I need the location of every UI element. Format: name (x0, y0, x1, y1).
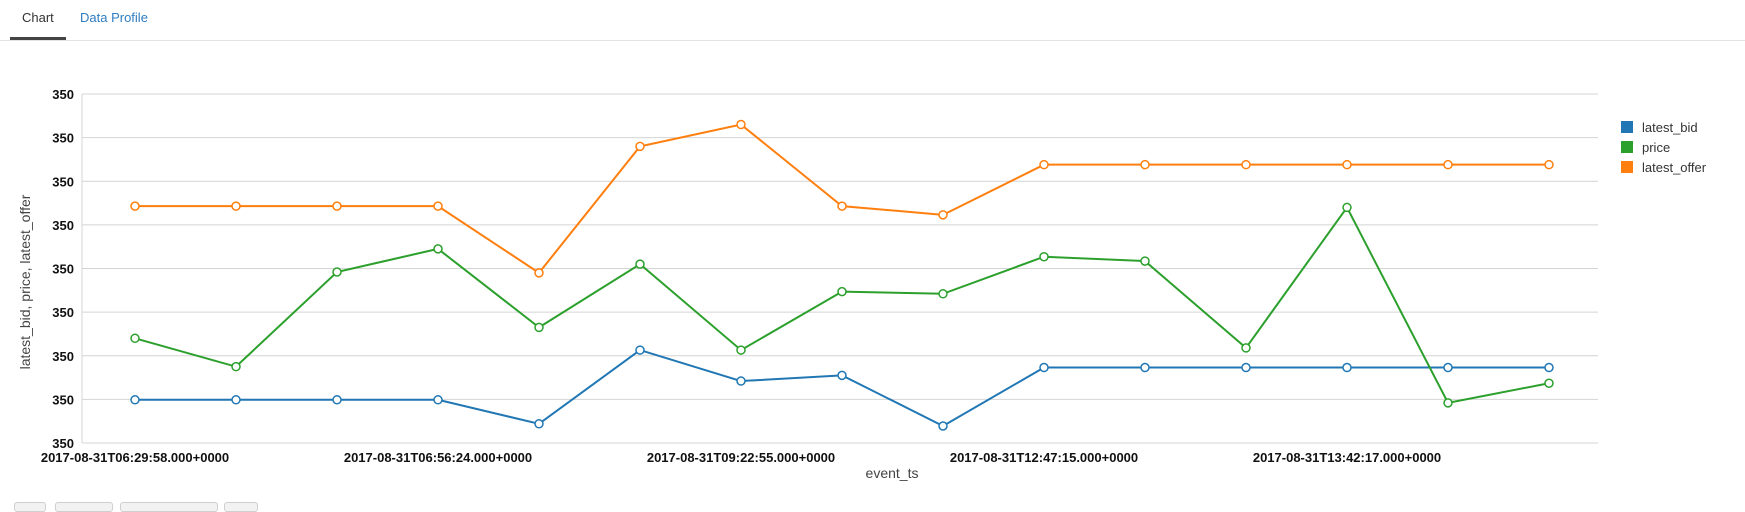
legend-swatch-price (1621, 141, 1633, 153)
data-point-price (1443, 398, 1453, 408)
tab-bar: Chart Data Profile (0, 0, 1745, 41)
x-axis-title: event_ts (866, 465, 919, 481)
y-tick-label: 350 (52, 87, 74, 102)
data-point-latest_offer (534, 268, 544, 278)
footer-control-1[interactable] (14, 502, 46, 512)
legend-label-latest_offer: latest_offer (1642, 160, 1707, 175)
data-point-latest_offer (938, 210, 948, 220)
series-points (130, 119, 1554, 431)
data-point-latest_offer (1443, 159, 1453, 170)
data-point-latest_bid (736, 376, 746, 386)
data-point-latest_bid (938, 421, 948, 431)
data-point-latest_bid (231, 395, 241, 405)
data-point-price (433, 244, 443, 254)
data-point-latest_offer (736, 119, 746, 130)
data-point-latest_offer (1039, 159, 1049, 170)
x-tick-label: 2017-08-31T12:47:15.000+0000 (950, 450, 1138, 465)
data-point-latest_offer (433, 201, 443, 211)
data-point-latest_bid (1140, 362, 1150, 373)
data-point-price (837, 286, 847, 297)
data-point-price (1241, 343, 1251, 353)
y-tick-label: 350 (52, 218, 74, 233)
tab-chart[interactable]: Chart (22, 10, 54, 25)
y-tick-label: 350 (52, 174, 74, 189)
series-line-latest_bid (135, 348, 1549, 428)
data-point-latest_offer (1342, 159, 1352, 170)
legend-swatch-latest_offer (1621, 161, 1633, 173)
data-point-latest_offer (130, 201, 140, 211)
legend-label-price: price (1642, 140, 1670, 155)
y-tick-label: 350 (52, 349, 74, 364)
data-point-latest_bid (1443, 362, 1453, 373)
data-point-latest_bid (1241, 362, 1251, 373)
data-point-price (1140, 256, 1150, 266)
active-tab-indicator (10, 37, 66, 40)
y-tick-label: 350 (52, 131, 74, 146)
data-point-latest_bid (1544, 362, 1554, 373)
data-point-price (1342, 202, 1352, 213)
series-line-latest_offer (135, 123, 1549, 275)
y-axis-title: latest_bid, price, latest_offer (17, 194, 33, 369)
y-tick-label: 350 (52, 392, 74, 407)
tab-data-profile[interactable]: Data Profile (80, 10, 148, 25)
x-axis-ticks: 2017-08-31T06:29:58.000+0000 2017-08-31T0… (41, 450, 1441, 465)
data-point-latest_bid (837, 370, 847, 381)
data-point-latest_offer (1140, 159, 1150, 170)
data-point-latest_offer (837, 201, 847, 211)
data-point-latest_bid (130, 395, 140, 405)
data-point-price (332, 267, 342, 277)
footer-control-3[interactable] (120, 502, 218, 512)
data-point-latest_offer (332, 201, 342, 211)
footer-control-4[interactable] (224, 502, 258, 512)
y-tick-label: 350 (52, 305, 74, 320)
data-point-price (938, 289, 948, 299)
data-point-latest_bid (332, 395, 342, 405)
footer-control-2[interactable] (55, 502, 113, 512)
data-point-latest_offer (231, 201, 241, 211)
data-point-latest_bid (1342, 362, 1352, 373)
data-point-latest_bid (1039, 362, 1049, 373)
y-tick-label: 350 (52, 262, 74, 277)
data-point-price (130, 333, 140, 344)
data-point-latest_bid (433, 395, 443, 405)
data-point-price (736, 345, 746, 355)
x-tick-label: 2017-08-31T06:56:24.000+0000 (344, 450, 532, 465)
y-axis-ticks: 350 350 350 350 350 350 350 350 350 (52, 87, 74, 451)
data-point-latest_offer (1544, 159, 1554, 170)
gridlines (81, 93, 1598, 444)
x-tick-label: 2017-08-31T13:42:17.000+0000 (1253, 450, 1441, 465)
y-tick-label: 350 (52, 436, 74, 451)
data-point-price (1544, 378, 1554, 388)
data-point-price (231, 361, 241, 372)
data-point-latest_bid (534, 419, 544, 429)
legend-label-latest_bid: latest_bid (1642, 120, 1698, 135)
data-point-price (1039, 251, 1049, 262)
data-point-price (635, 259, 645, 269)
data-point-latest_bid (635, 345, 645, 355)
data-point-latest_offer (1241, 159, 1251, 170)
legend-swatch-latest_bid (1621, 121, 1633, 133)
x-tick-label: 2017-08-31T06:29:58.000+0000 (41, 450, 229, 465)
data-point-price (534, 322, 544, 333)
series-lines (134, 123, 1550, 428)
data-point-latest_offer (635, 141, 645, 152)
x-tick-label: 2017-08-31T09:22:55.000+0000 (647, 450, 835, 465)
